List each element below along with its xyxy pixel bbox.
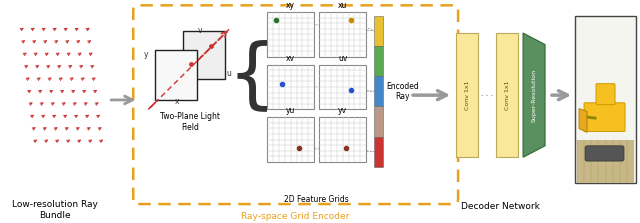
- Bar: [577, 140, 634, 183]
- Bar: [374, 106, 383, 137]
- Bar: [374, 137, 383, 167]
- Text: - - -: - - -: [481, 92, 493, 98]
- Text: xu: xu: [338, 1, 348, 10]
- Text: yv: yv: [338, 106, 347, 115]
- Polygon shape: [156, 50, 197, 100]
- Bar: [374, 16, 383, 46]
- Bar: [319, 65, 366, 109]
- Text: Ray-space Grid Encoder: Ray-space Grid Encoder: [241, 212, 350, 221]
- Polygon shape: [183, 31, 225, 79]
- Bar: [456, 33, 478, 157]
- Text: Two-Plane Light
Field: Two-Plane Light Field: [160, 112, 220, 132]
- FancyBboxPatch shape: [596, 84, 615, 105]
- Polygon shape: [523, 33, 545, 157]
- Bar: [575, 16, 636, 183]
- Bar: [374, 46, 383, 76]
- Text: x: x: [175, 97, 179, 106]
- Bar: [496, 33, 518, 157]
- Bar: [319, 117, 366, 162]
- Text: u: u: [226, 69, 231, 78]
- Polygon shape: [579, 109, 587, 132]
- Text: xv: xv: [286, 54, 295, 63]
- Text: Decoder Network: Decoder Network: [461, 202, 540, 211]
- Text: Conv 1x1: Conv 1x1: [504, 81, 509, 110]
- Text: yu: yu: [286, 106, 295, 115]
- Bar: [267, 65, 314, 109]
- Text: Low-resolution Ray
Bundle: Low-resolution Ray Bundle: [12, 200, 98, 220]
- Text: xy: xy: [286, 1, 295, 10]
- Text: y: y: [144, 50, 148, 59]
- Text: Super-Resolution: Super-Resolution: [532, 69, 536, 122]
- Text: Conv 1x1: Conv 1x1: [465, 81, 470, 110]
- Text: 2D Feature Grids: 2D Feature Grids: [284, 196, 349, 204]
- Text: {: {: [228, 39, 276, 113]
- FancyBboxPatch shape: [585, 146, 624, 161]
- Text: Encoded
Ray: Encoded Ray: [386, 82, 419, 101]
- Text: uv: uv: [338, 54, 348, 63]
- Text: v: v: [198, 26, 203, 35]
- Bar: [374, 76, 383, 106]
- Bar: [267, 12, 314, 57]
- Bar: [319, 12, 366, 57]
- FancyBboxPatch shape: [584, 103, 625, 132]
- Bar: [267, 117, 314, 162]
